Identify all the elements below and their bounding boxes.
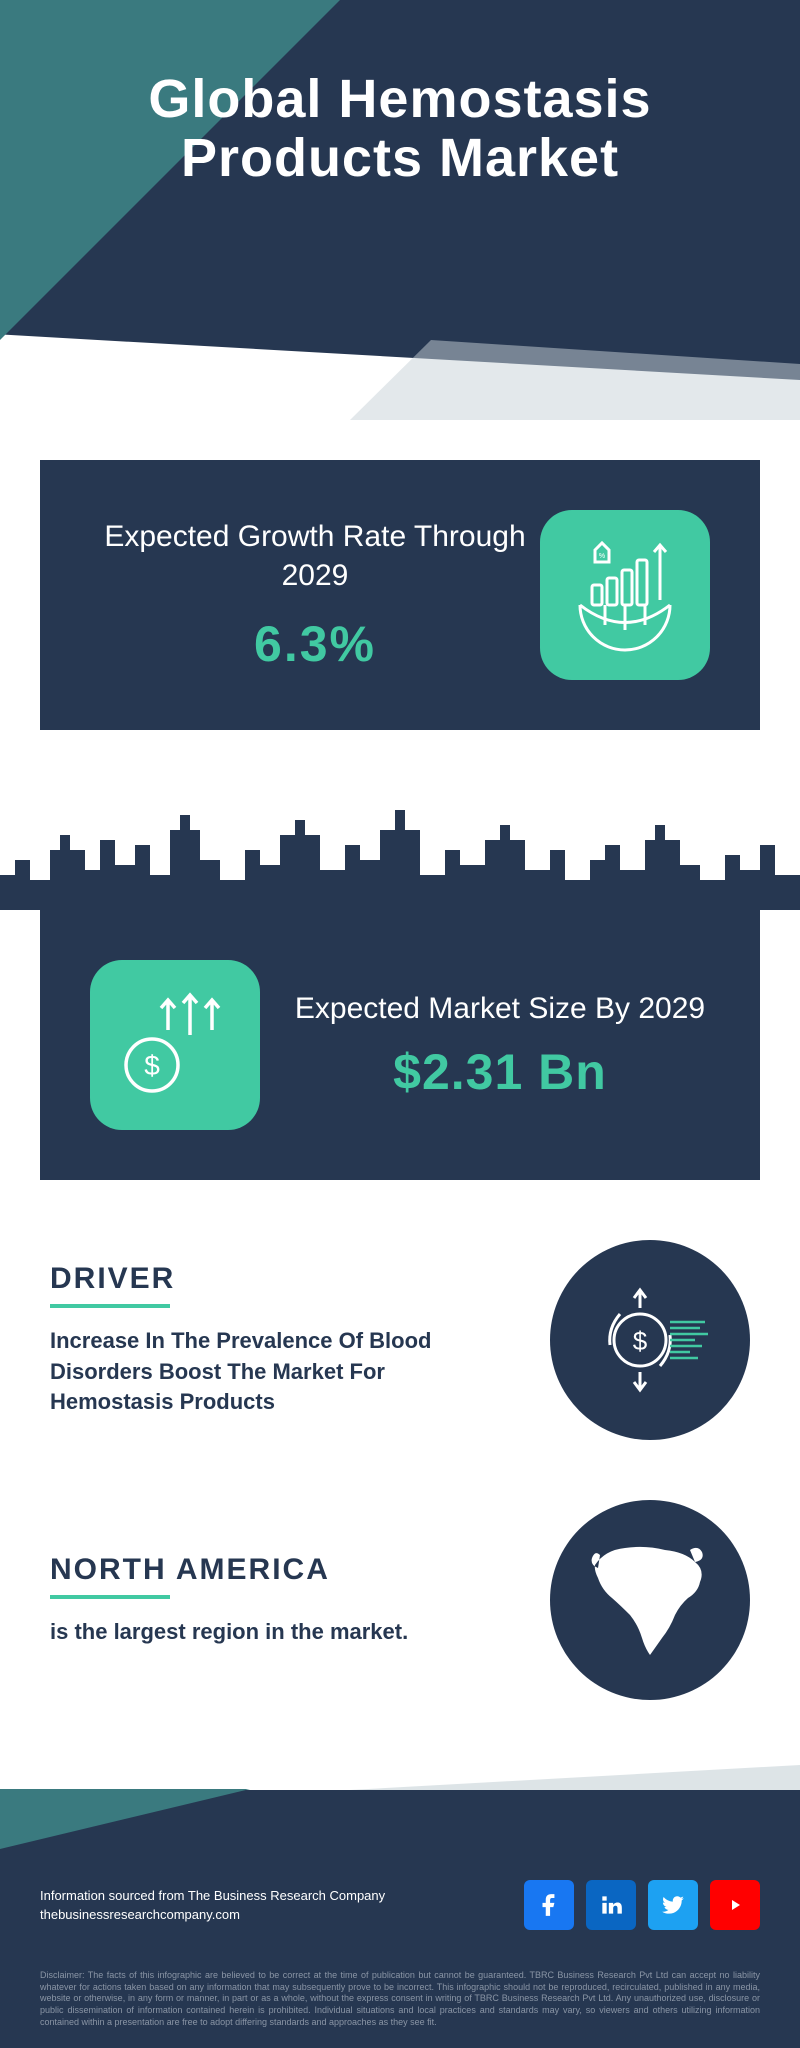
growth-rate-text: Expected Growth Rate Through 2029 6.3% — [90, 517, 540, 673]
social-icons — [524, 1880, 760, 1930]
page-title: Global Hemostasis Products Market — [0, 70, 800, 189]
driver-body: Increase In The Prevalence Of Blood Diso… — [50, 1326, 510, 1418]
growth-rate-value: 6.3% — [90, 615, 540, 673]
svg-text:%: % — [599, 553, 605, 560]
linkedin-icon[interactable] — [586, 1880, 636, 1930]
infographic-container: Global Hemostasis Products Market Expect… — [0, 0, 800, 2048]
title-line2: Products Market — [181, 128, 619, 188]
region-text: NORTH AMERICA is the largest region in t… — [50, 1553, 510, 1648]
driver-text: DRIVER Increase In The Prevalence Of Blo… — [50, 1262, 510, 1418]
driver-section: DRIVER Increase In The Prevalence Of Blo… — [50, 1240, 750, 1440]
header: Global Hemostasis Products Market — [0, 0, 800, 420]
city-skyline-icon — [0, 790, 800, 910]
footer: Information sourced from The Business Re… — [0, 1790, 800, 2048]
source-line2: thebusinessresearchcompany.com — [40, 1905, 385, 1925]
driver-underline — [50, 1304, 170, 1308]
region-heading: NORTH AMERICA — [50, 1553, 510, 1587]
region-section: NORTH AMERICA is the largest region in t… — [50, 1500, 750, 1700]
driver-heading: DRIVER — [50, 1262, 510, 1296]
region-underline — [50, 1595, 170, 1599]
growth-chart-globe-icon: % — [540, 510, 710, 680]
svg-text:$: $ — [633, 1326, 648, 1356]
region-body: is the largest region in the market. — [50, 1617, 510, 1648]
market-size-value: $2.31 Bn — [290, 1043, 710, 1101]
disclaimer-text: Disclaimer: The facts of this infographi… — [0, 1960, 800, 2048]
footer-triangle-light — [300, 1765, 800, 1790]
market-size-label: Expected Market Size By 2029 — [290, 989, 710, 1028]
footer-source: Information sourced from The Business Re… — [40, 1886, 385, 1925]
title-line1: Global Hemostasis — [148, 69, 651, 129]
growth-rate-label: Expected Growth Rate Through 2029 — [90, 517, 540, 595]
growth-rate-card: Expected Growth Rate Through 2029 6.3% — [40, 460, 760, 730]
north-america-map-icon — [550, 1500, 750, 1700]
market-size-card: $ Expected Market Size By 2029 $2.31 Bn — [40, 910, 760, 1180]
twitter-icon[interactable] — [648, 1880, 698, 1930]
source-line1: Information sourced from The Business Re… — [40, 1886, 385, 1906]
youtube-icon[interactable] — [710, 1880, 760, 1930]
market-size-text: Expected Market Size By 2029 $2.31 Bn — [260, 989, 710, 1101]
dollar-arrows-icon: $ — [90, 960, 260, 1130]
svg-text:$: $ — [144, 1050, 160, 1081]
dollar-cycle-icon: $ — [550, 1240, 750, 1440]
facebook-icon[interactable] — [524, 1880, 574, 1930]
